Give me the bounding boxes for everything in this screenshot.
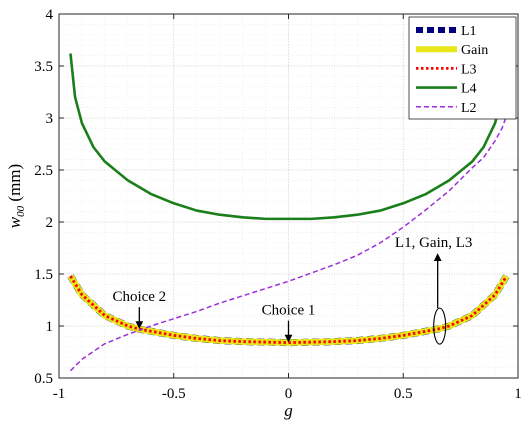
y-tick-label: 1	[46, 319, 54, 335]
legend-label-gain: Gain	[461, 43, 488, 58]
y-axis-title: w00 (mm)	[5, 164, 27, 228]
annotation-choice-2: Choice 2	[112, 289, 166, 305]
legend-label-l1: L1	[461, 24, 477, 39]
ticks-layer: -1 -0.5 0 0.5 1 0.5 1 1.5 2 2.5 3 3.5 4	[34, 7, 522, 402]
y-tick-label: 0.5	[34, 371, 53, 387]
y-tick-label: 2	[46, 215, 54, 231]
y-tick-label: 4	[46, 7, 54, 23]
annotation-layer: Choice 2 Choice 1 L1, Gain, L3	[112, 235, 472, 345]
x-tick-label: -1	[53, 386, 66, 402]
annotation-ellipse	[433, 307, 447, 345]
annotation-l1-gain-l3: L1, Gain, L3	[395, 235, 472, 251]
x-tick-label: 1	[514, 386, 522, 402]
legend: L1 Gain L3 L4 L2	[408, 16, 517, 120]
x-tick-label: 0.5	[394, 386, 413, 402]
legend-label-l4: L4	[461, 82, 477, 97]
x-tick-label: 0	[285, 386, 293, 402]
y-tick-label: 2.5	[34, 163, 53, 179]
series-line-l4	[69, 53, 508, 221]
y-axis-title-sub: 00	[15, 205, 27, 217]
y-tick-label: 3	[46, 111, 54, 127]
legend-label-l2: L2	[461, 101, 477, 116]
y-axis-title-main: w	[5, 216, 24, 228]
y-tick-label: 1.5	[34, 267, 53, 283]
x-axis-title: g	[284, 401, 293, 420]
annotation-choice-1: Choice 1	[262, 303, 316, 319]
x-tick-label: -0.5	[162, 386, 186, 402]
y-tick-label: 3.5	[34, 59, 53, 75]
legend-label-l3: L3	[461, 62, 477, 77]
y-axis-title-unit: (mm)	[5, 164, 24, 206]
